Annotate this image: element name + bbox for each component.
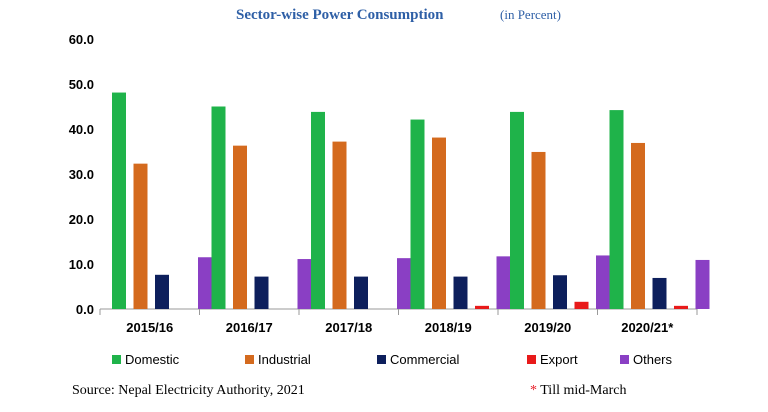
bar-industrial xyxy=(233,145,247,309)
legend-label-others: Others xyxy=(633,352,673,367)
bar-domestic xyxy=(609,110,624,309)
legend: Domestic Industrial Commercial Export Others xyxy=(112,352,673,367)
bar-domestic xyxy=(112,92,126,309)
bar-domestic xyxy=(211,106,226,309)
plot-area: 0.0 10.0 20.0 30.0 40.0 50.0 60.0 2015/16 2016/1… xyxy=(69,32,710,335)
x-tick-label: 2020/21* xyxy=(621,320,674,335)
bar-commercial xyxy=(553,275,567,309)
legend-swatch-export xyxy=(527,355,536,364)
legend-swatch-domestic xyxy=(112,355,121,364)
chart-subtitle: (in Percent) xyxy=(500,7,561,22)
x-tick-label: 2015/16 xyxy=(126,320,173,335)
bar-export xyxy=(475,305,489,309)
bar-others xyxy=(297,259,312,309)
legend-label-commercial: Commercial xyxy=(390,352,459,367)
bar-others xyxy=(695,259,710,309)
x-tick-label: 2019/20 xyxy=(524,320,571,335)
legend-swatch-others xyxy=(620,355,629,364)
bar-commercial xyxy=(155,274,169,309)
bar-industrial xyxy=(432,137,446,309)
bar-domestic xyxy=(311,111,325,310)
bar-commercial xyxy=(652,277,667,309)
bar-industrial xyxy=(631,142,645,309)
y-tick-label: 20.0 xyxy=(69,212,94,227)
footnote-text: Till mid-March xyxy=(540,383,627,398)
y-tick-label: 30.0 xyxy=(69,167,94,182)
footnote: * Till mid-March xyxy=(530,383,626,399)
footnote-marker: * xyxy=(530,383,537,398)
chart-title: Sector-wise Power Consumption xyxy=(236,7,444,23)
legend-swatch-industrial xyxy=(245,355,254,364)
y-tick-label: 10.0 xyxy=(69,257,94,272)
bar-domestic xyxy=(510,111,524,310)
y-tick-label: 0.0 xyxy=(76,302,94,317)
bar-commercial xyxy=(354,276,368,309)
x-tick-label: 2017/18 xyxy=(325,320,372,335)
source-note: Source: Nepal Electricity Authority, 202… xyxy=(72,383,305,398)
legend-label-domestic: Domestic xyxy=(125,352,180,367)
bar-export xyxy=(574,301,589,309)
legend-swatch-commercial xyxy=(377,355,386,364)
x-tick-label: 2016/17 xyxy=(226,320,273,335)
bar-commercial xyxy=(453,276,468,309)
x-tick-label: 2018/19 xyxy=(425,320,472,335)
bar-industrial xyxy=(531,151,546,309)
bar-others xyxy=(596,255,610,309)
y-tick-label: 50.0 xyxy=(69,77,94,92)
y-tick-label: 40.0 xyxy=(69,122,94,137)
bar-others xyxy=(397,258,411,309)
legend-label-industrial: Industrial xyxy=(258,352,311,367)
y-tick-label: 60.0 xyxy=(69,32,94,47)
bar-industrial xyxy=(133,163,148,309)
bar-others xyxy=(198,257,212,309)
bar-others xyxy=(496,256,511,309)
bar-domestic xyxy=(410,119,425,309)
bar-export xyxy=(674,305,688,309)
legend-label-export: Export xyxy=(540,352,578,367)
bar-commercial xyxy=(254,276,269,309)
bar-industrial xyxy=(332,141,347,309)
